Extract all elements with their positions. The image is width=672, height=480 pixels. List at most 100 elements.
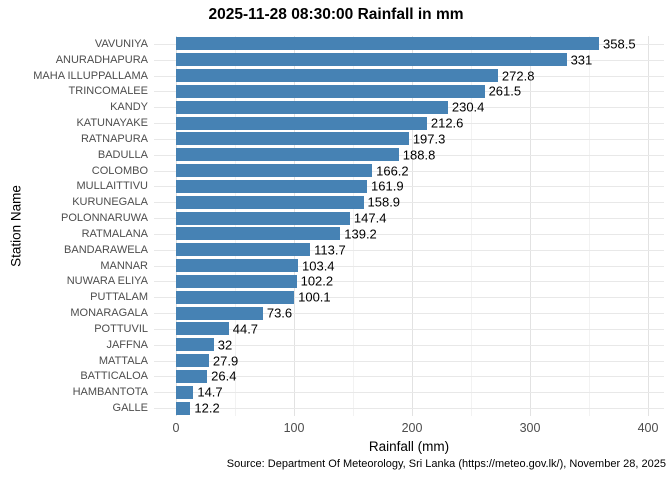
y-tick-label: COLOMBO — [91, 164, 148, 177]
bar — [176, 195, 364, 209]
bar — [176, 132, 409, 146]
x-tick-label: 200 — [401, 421, 423, 435]
y-tick-label: KURUNEGALA — [72, 196, 148, 209]
bar-value-label: 212.6 — [430, 115, 464, 131]
y-tick-label: MATTALA — [98, 354, 148, 367]
bar — [176, 227, 341, 241]
bar — [176, 116, 427, 130]
bar — [176, 338, 214, 352]
y-tick-label: POLONNARUWA — [61, 212, 148, 225]
y-tick-label: KANDY — [110, 101, 148, 114]
bar — [176, 385, 194, 399]
bar-value-label: 197.3 — [412, 131, 446, 147]
gridline-y — [154, 376, 664, 378]
bar — [176, 322, 229, 336]
gridline-y — [154, 265, 664, 267]
bar-value-label: 188.8 — [402, 147, 436, 163]
bar-value-label: 139.2 — [344, 226, 377, 242]
bar-value-label: 44.7 — [232, 321, 259, 337]
y-tick-label: MAHA ILLUPPALLAMA — [33, 69, 148, 82]
bar-value-label: 358.5 — [603, 36, 636, 52]
bar-value-label: 73.6 — [266, 305, 293, 321]
bar-value-label: 331 — [570, 52, 593, 68]
chart-title: 2025-11-28 08:30:00 Rainfall in mm — [208, 6, 464, 23]
gridline-y — [154, 408, 664, 410]
bar — [176, 100, 448, 114]
y-tick-label: PUTTALAM — [90, 291, 148, 304]
bar — [176, 259, 298, 273]
gridline-y — [154, 328, 664, 330]
y-tick-label: GALLE — [112, 402, 148, 415]
bar — [176, 179, 368, 193]
bar-value-label: 103.4 — [302, 258, 335, 274]
gridline-x-major — [176, 36, 177, 416]
gridline-y — [154, 138, 664, 140]
bar — [176, 69, 498, 83]
gridline-y — [154, 170, 664, 172]
bar — [176, 37, 600, 51]
y-tick-label: JAFFNA — [106, 338, 148, 351]
gridline-y — [154, 249, 664, 251]
gridline-y — [154, 360, 664, 362]
y-tick-label: ANURADHAPURA — [55, 53, 148, 66]
bar — [176, 354, 209, 368]
bar-value-label: 100.1 — [298, 289, 331, 305]
bar-value-label: 32 — [217, 337, 233, 353]
gridline-x-minor — [353, 36, 354, 416]
y-tick-label: KATUNAYAKE — [76, 117, 148, 130]
bar-value-label: 158.9 — [367, 194, 401, 210]
y-tick-label: RATNAPURA — [80, 132, 148, 145]
y-tick-label: POTTUVIL — [94, 322, 148, 335]
bar — [176, 243, 311, 257]
bar-value-label: 161.9 — [371, 178, 404, 194]
x-tick-label: 0 — [172, 421, 180, 435]
gridline-x-major — [530, 36, 531, 416]
gridline-x-major — [294, 36, 295, 416]
bar — [176, 53, 567, 67]
y-tick-label: VAVUNIYA — [94, 37, 148, 50]
x-tick-label: 100 — [283, 421, 305, 435]
x-tick-label: 400 — [637, 421, 659, 435]
y-tick-label: HAMBANTOTA — [72, 386, 148, 399]
bar — [176, 369, 208, 383]
bar-value-label: 272.8 — [501, 68, 535, 84]
y-axis-tick-labels: VAVUNIYA ANURADHAPURA MAHA ILLUPPALLAMA TRI… — [0, 36, 150, 416]
y-tick-label: BADULLA — [97, 148, 148, 161]
bar — [176, 290, 295, 304]
gridline-y — [154, 218, 664, 220]
gridline-y — [154, 281, 664, 283]
bar — [176, 84, 485, 98]
bar — [176, 148, 399, 162]
gridline-y — [154, 344, 664, 346]
gridline-y — [154, 186, 664, 188]
gridline-y — [154, 392, 664, 394]
y-tick-label: RATMALANA — [81, 227, 148, 240]
bar-value-label: 166.2 — [376, 163, 409, 179]
bar — [176, 306, 263, 320]
source-caption: Source: Department Of Meteorology, Sri L… — [226, 458, 666, 470]
y-tick-label: BANDARAWELA — [64, 243, 148, 256]
y-tick-label: MONARAGALA — [70, 307, 148, 320]
bar-value-label: 230.4 — [451, 99, 485, 115]
gridline-x-major — [648, 36, 649, 416]
gridline-x-minor — [589, 36, 590, 416]
gridline-y — [154, 154, 664, 156]
gridline-y — [154, 297, 664, 299]
bar-value-label: 147.4 — [353, 210, 387, 226]
bar — [176, 274, 297, 288]
bar-value-label: 113.7 — [314, 242, 346, 258]
bar-value-label: 102.2 — [300, 273, 334, 289]
plot-area: 358.5 331 272.8 261.5 230.4 212.6 197.3 188.8 16… — [154, 36, 664, 416]
gridline-x-major — [412, 36, 413, 416]
x-tick-label: 300 — [519, 421, 541, 435]
x-axis-title: Rainfall (mm) — [368, 439, 450, 454]
y-tick-label: MANNAR — [100, 259, 148, 272]
gridline-y — [154, 313, 664, 315]
gridline-y — [154, 233, 664, 235]
y-tick-label: MULLAITTIVU — [76, 180, 148, 193]
y-tick-label: NUWARA ELIYA — [66, 275, 148, 288]
bar — [176, 401, 191, 415]
gridline-x-minor — [235, 36, 236, 416]
bar — [176, 164, 373, 178]
